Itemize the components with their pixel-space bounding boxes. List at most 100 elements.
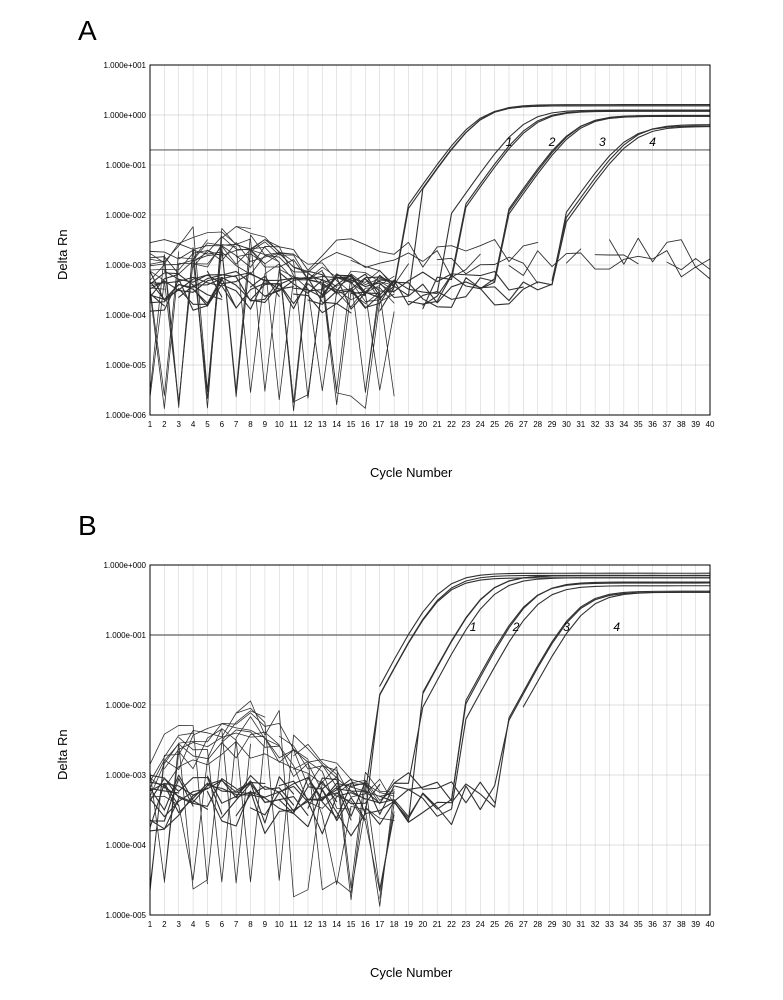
svg-text:9: 9 [263, 920, 268, 929]
svg-text:35: 35 [634, 420, 643, 429]
svg-text:3: 3 [176, 920, 181, 929]
svg-text:36: 36 [648, 420, 657, 429]
svg-text:37: 37 [662, 920, 671, 929]
svg-text:11: 11 [289, 420, 298, 429]
svg-text:25: 25 [490, 920, 499, 929]
svg-text:22: 22 [447, 920, 456, 929]
svg-text:2: 2 [162, 920, 167, 929]
svg-text:7: 7 [234, 920, 239, 929]
svg-text:2: 2 [162, 420, 167, 429]
svg-text:20: 20 [418, 920, 427, 929]
svg-text:26: 26 [505, 920, 514, 929]
svg-text:30: 30 [562, 920, 571, 929]
svg-text:21: 21 [433, 420, 442, 429]
svg-text:1: 1 [148, 420, 153, 429]
svg-text:1.000e-004: 1.000e-004 [106, 311, 147, 320]
svg-text:21: 21 [433, 920, 442, 929]
chart-a-svg: 1.000e-006 1.000e-005 1.000e-004 1.000e-003… [95, 60, 715, 465]
svg-text:24: 24 [476, 920, 485, 929]
svg-text:8: 8 [248, 420, 253, 429]
svg-text:1.000e+000: 1.000e+000 [104, 111, 147, 120]
svg-text:1: 1 [506, 135, 513, 149]
svg-text:17: 17 [375, 420, 384, 429]
chart-b: 1.000e-0051.000e-0041.000e-0031.000e-002… [95, 560, 715, 940]
svg-text:4: 4 [649, 135, 656, 149]
svg-text:8: 8 [248, 920, 253, 929]
svg-text:3: 3 [176, 420, 181, 429]
svg-text:9: 9 [263, 420, 268, 429]
svg-text:31: 31 [576, 920, 585, 929]
svg-text:37: 37 [662, 420, 671, 429]
svg-text:6: 6 [220, 920, 225, 929]
svg-text:28: 28 [533, 920, 542, 929]
svg-text:5: 5 [205, 420, 210, 429]
svg-text:17: 17 [375, 920, 384, 929]
svg-text:10: 10 [275, 420, 284, 429]
svg-text:19: 19 [404, 920, 413, 929]
svg-text:18: 18 [390, 920, 399, 929]
svg-text:1: 1 [470, 620, 477, 634]
svg-text:1.000e+000: 1.000e+000 [104, 561, 147, 570]
panel-a-label: A [78, 15, 97, 47]
svg-text:4: 4 [613, 620, 620, 634]
panel-b-label: B [78, 510, 97, 542]
svg-text:2: 2 [548, 135, 556, 149]
svg-text:10: 10 [275, 920, 284, 929]
svg-text:29: 29 [548, 920, 557, 929]
svg-text:38: 38 [677, 920, 686, 929]
svg-text:35: 35 [634, 920, 643, 929]
svg-text:1.000e-002: 1.000e-002 [106, 211, 147, 220]
svg-text:18: 18 [390, 420, 399, 429]
svg-text:34: 34 [619, 920, 628, 929]
svg-text:34: 34 [619, 420, 628, 429]
svg-text:20: 20 [418, 420, 427, 429]
svg-text:14: 14 [332, 420, 341, 429]
svg-text:1.000e-001: 1.000e-001 [106, 161, 147, 170]
svg-text:1.000e-003: 1.000e-003 [106, 261, 147, 270]
svg-text:13: 13 [318, 920, 327, 929]
svg-text:24: 24 [476, 420, 485, 429]
svg-text:26: 26 [505, 420, 514, 429]
chart-b-xlabel: Cycle Number [370, 965, 452, 980]
svg-text:12: 12 [303, 920, 312, 929]
svg-text:5: 5 [205, 920, 210, 929]
svg-text:1.000e-004: 1.000e-004 [106, 841, 147, 850]
svg-text:3: 3 [563, 620, 570, 634]
svg-text:11: 11 [289, 920, 298, 929]
chart-b-ylabel: Delta Rn [55, 729, 70, 780]
svg-text:13: 13 [318, 420, 327, 429]
chart-a-xlabel: Cycle Number [370, 465, 452, 480]
svg-text:32: 32 [591, 920, 600, 929]
svg-text:2: 2 [512, 620, 520, 634]
svg-text:38: 38 [677, 420, 686, 429]
svg-text:23: 23 [461, 920, 470, 929]
svg-text:1.000e-006: 1.000e-006 [106, 411, 147, 420]
svg-text:19: 19 [404, 420, 413, 429]
svg-text:39: 39 [691, 920, 700, 929]
svg-text:33: 33 [605, 420, 614, 429]
svg-text:36: 36 [648, 920, 657, 929]
svg-text:12: 12 [303, 420, 312, 429]
svg-text:6: 6 [220, 420, 225, 429]
svg-text:1.000e+001: 1.000e+001 [104, 61, 147, 70]
svg-text:15: 15 [347, 420, 356, 429]
svg-text:1.000e-001: 1.000e-001 [106, 631, 147, 640]
svg-text:15: 15 [347, 920, 356, 929]
svg-text:1.000e-005: 1.000e-005 [106, 361, 147, 370]
svg-text:4: 4 [191, 920, 196, 929]
svg-text:16: 16 [361, 420, 370, 429]
svg-text:27: 27 [519, 420, 528, 429]
svg-text:30: 30 [562, 420, 571, 429]
svg-text:28: 28 [533, 420, 542, 429]
svg-text:32: 32 [591, 420, 600, 429]
svg-text:3: 3 [599, 135, 606, 149]
svg-text:1: 1 [148, 920, 153, 929]
svg-text:31: 31 [576, 420, 585, 429]
chart-a-ylabel: Delta Rn [55, 229, 70, 280]
svg-text:22: 22 [447, 420, 456, 429]
svg-text:1.000e-003: 1.000e-003 [106, 771, 147, 780]
svg-text:39: 39 [691, 420, 700, 429]
svg-text:23: 23 [461, 420, 470, 429]
chart-b-svg: 1.000e-0051.000e-0041.000e-0031.000e-002… [95, 560, 715, 965]
svg-text:4: 4 [191, 420, 196, 429]
